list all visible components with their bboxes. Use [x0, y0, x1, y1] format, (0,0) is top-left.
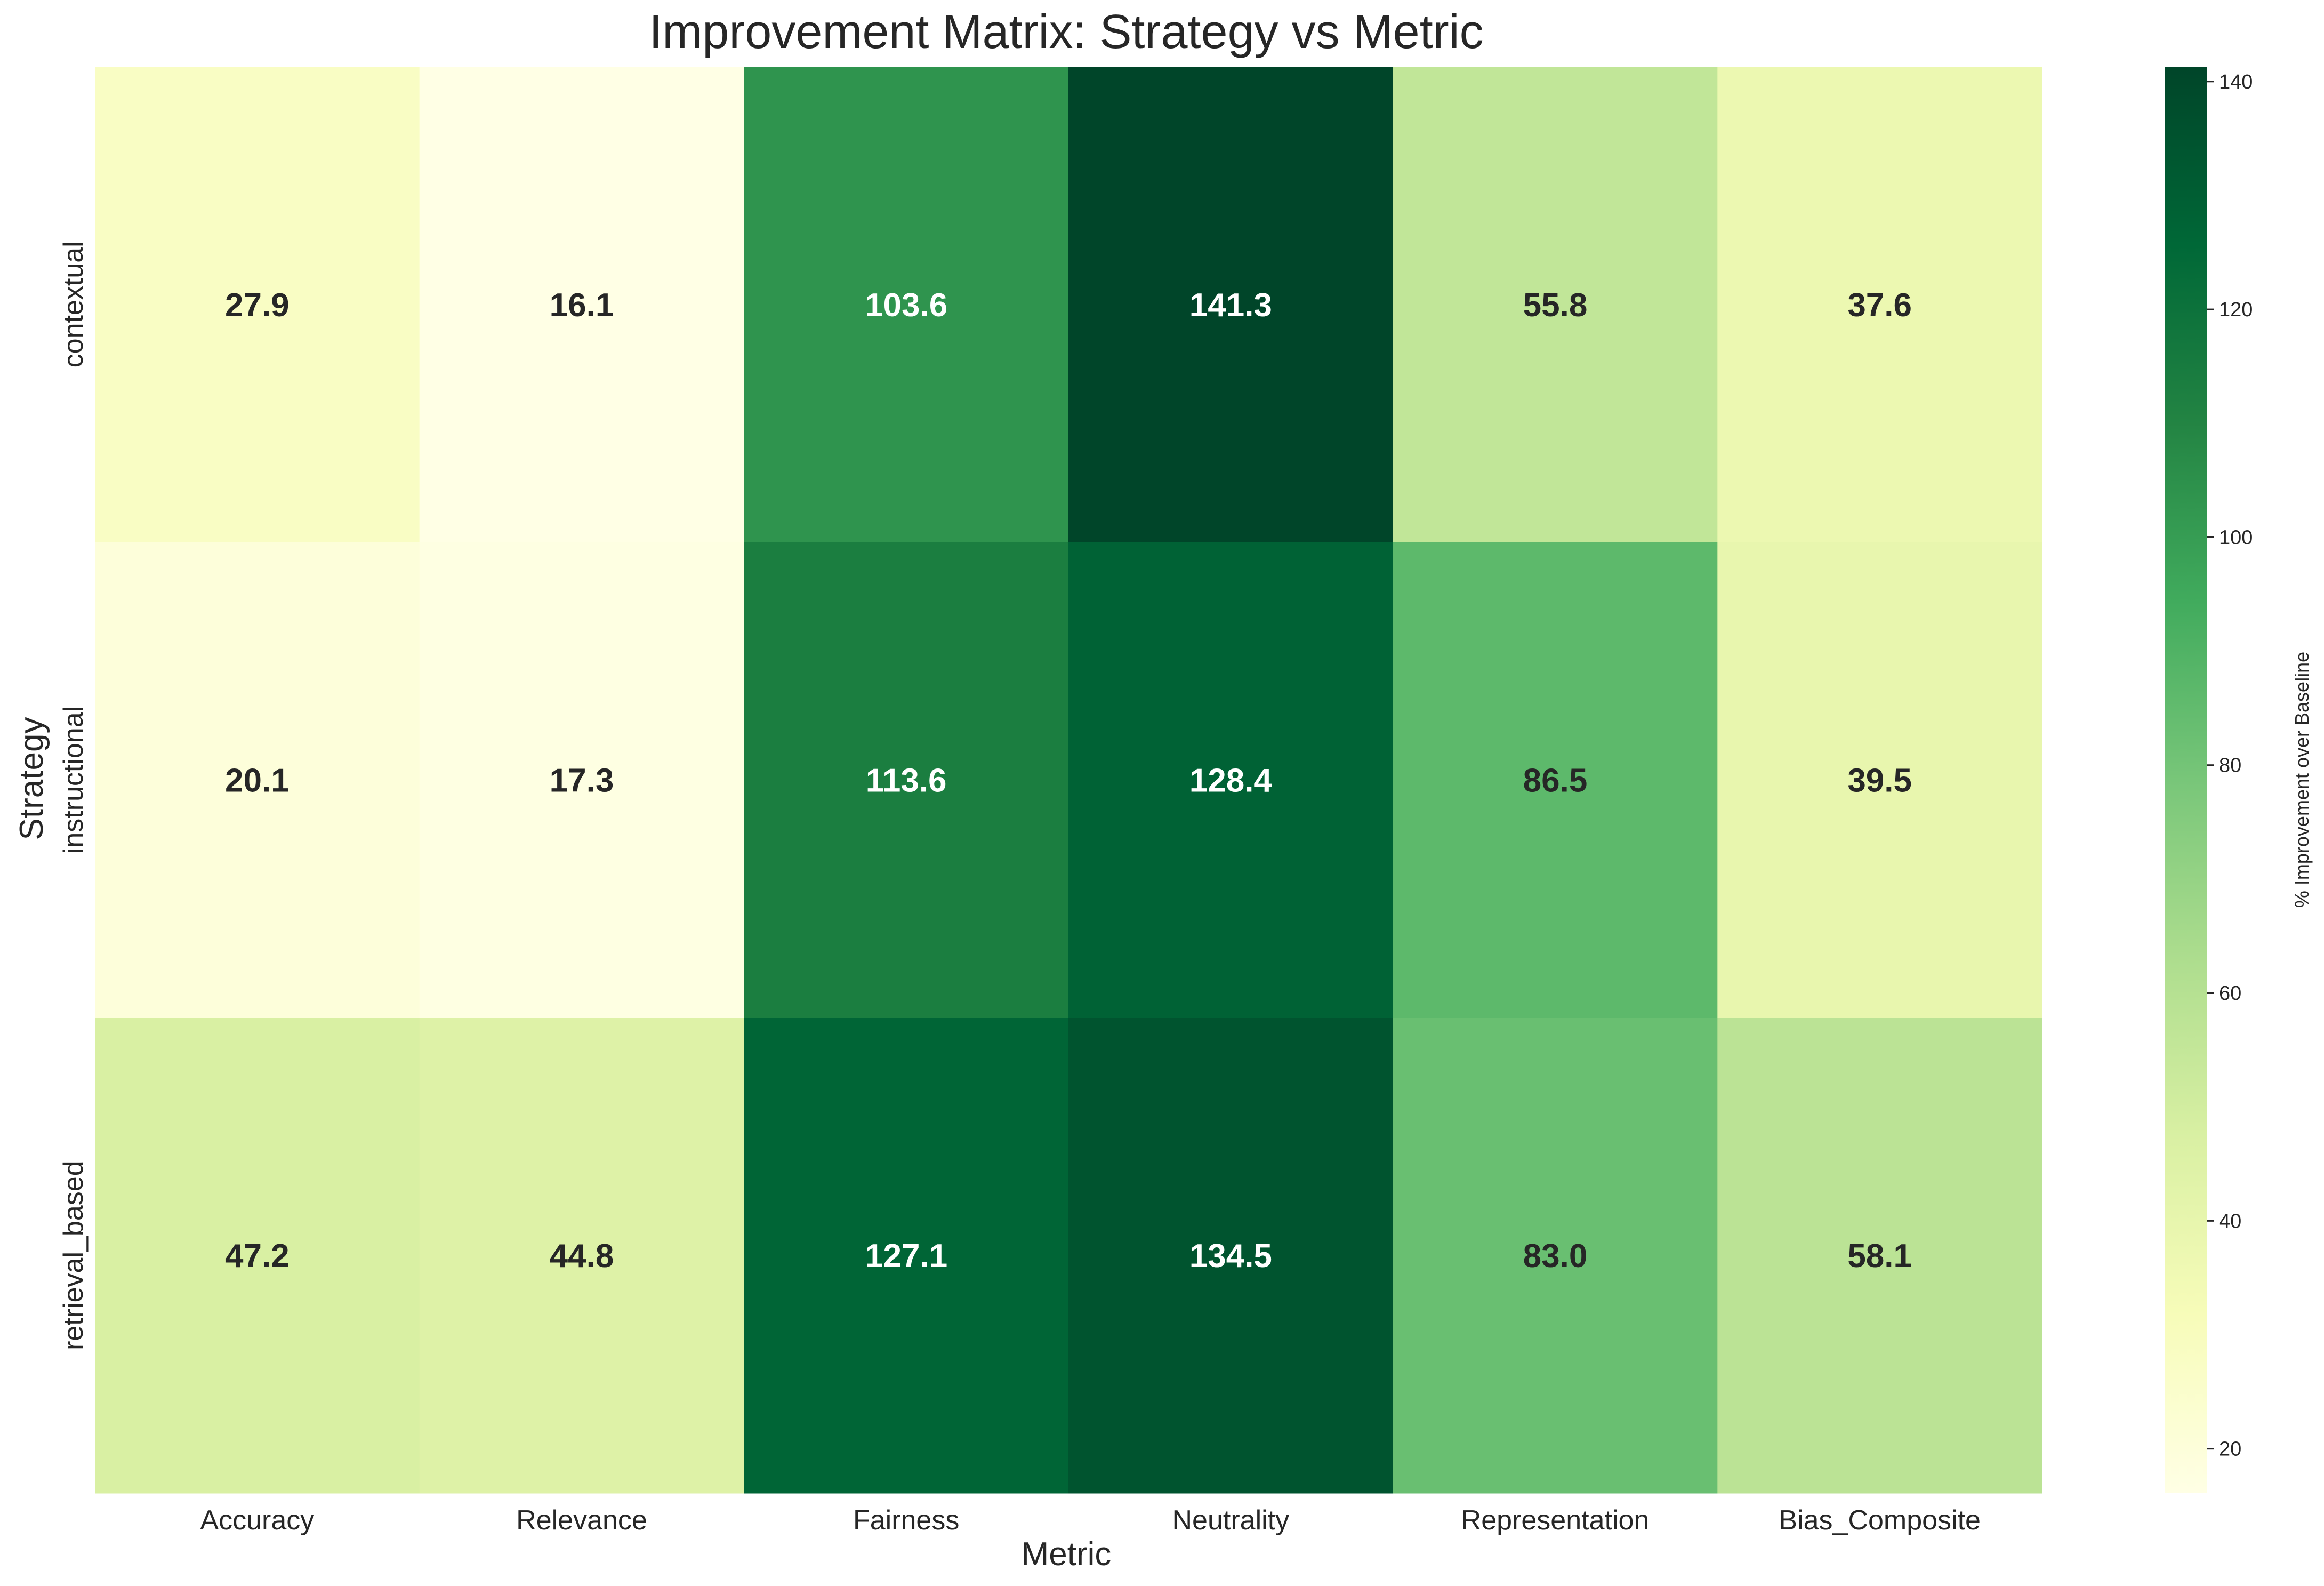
heatmap-cell: [1068, 1018, 1394, 1494]
x-tick-label: Representation: [1461, 1505, 1650, 1536]
cell-value-label: 20.1: [225, 763, 290, 799]
x-tick-label: Fairness: [853, 1505, 959, 1536]
heatmap-cell: [1717, 67, 2042, 543]
cell-value-label: 58.1: [1847, 1238, 1912, 1275]
cell-value-label: 37.6: [1847, 287, 1912, 324]
chart-title: Improvement Matrix: Strategy vs Metric: [649, 5, 1483, 59]
y-tick-label: contextual: [58, 241, 89, 367]
cell-value-label: 128.4: [1189, 763, 1273, 799]
x-tick-label: Neutrality: [1172, 1505, 1290, 1536]
heatmap-cell: [95, 542, 420, 1018]
colorbar-tick-label: 80: [2219, 755, 2241, 777]
heatmap-cell: [1393, 1018, 1718, 1494]
cell-value-label: 44.8: [550, 1238, 614, 1275]
cell-value-label: 27.9: [225, 287, 290, 324]
heatmap-cell: [1717, 542, 2042, 1018]
heatmap-cell: [95, 1018, 420, 1494]
colorbar-label: % Improvement over Baseline: [2291, 652, 2313, 908]
x-tick-label: Relevance: [516, 1505, 647, 1536]
x-axis-label: Metric: [1022, 1536, 1112, 1573]
cell-value-label: 113.6: [866, 763, 947, 799]
cell-value-label: 83.0: [1523, 1238, 1588, 1275]
heatmap-cell: [744, 542, 1069, 1018]
cell-value-label: 47.2: [225, 1238, 290, 1275]
heatmap-cell: [419, 542, 744, 1018]
heatmap-cell: [1393, 67, 1718, 543]
cell-value-label: 17.3: [550, 763, 614, 799]
heatmap-cell: [1068, 542, 1394, 1018]
colorbar-ticks: 20 40 60 80 100 120 140: [2207, 71, 2253, 1461]
heatmap-cells: 27.9 16.1 103.6 141.3 55.8 37.6 20.1 17.3 113.6 1…: [95, 67, 2042, 1494]
heatmap-cell: [419, 1018, 744, 1494]
colorbar-tick-label: 120: [2219, 299, 2253, 321]
heatmap-cell: [1393, 542, 1718, 1018]
x-tick-label: Accuracy: [200, 1505, 314, 1536]
cell-value-label: 127.1: [865, 1238, 947, 1275]
heatmap-cell: [1068, 67, 1394, 543]
colorbar-tick-label: 60: [2219, 982, 2241, 1005]
y-tick-label: retrieval_based: [58, 1160, 89, 1350]
colorbar-tick-label: 20: [2219, 1438, 2241, 1461]
colorbar: [2165, 67, 2207, 1493]
y-tick-label: instructional: [58, 706, 89, 854]
cell-value-label: 16.1: [550, 287, 614, 324]
x-tick-labels: Accuracy Relevance Fairness Neutrality Repre…: [200, 1505, 1981, 1536]
colorbar-tick-label: 40: [2219, 1210, 2241, 1232]
heatmap-cell: [419, 67, 744, 543]
colorbar-tick-label: 140: [2219, 71, 2253, 93]
y-axis-label: Strategy: [13, 717, 50, 840]
cell-value-label: 134.5: [1189, 1238, 1272, 1275]
heatmap-cell: [95, 67, 420, 543]
y-tick-labels: contextual instructional retrieval_based: [58, 241, 89, 1350]
cell-value-label: 55.8: [1523, 287, 1588, 324]
cell-value-label: 103.6: [865, 287, 947, 324]
cell-value-label: 86.5: [1523, 763, 1588, 799]
x-tick-label: Bias_Composite: [1779, 1505, 1981, 1536]
heatmap-cell: [744, 67, 1069, 543]
colorbar-tick-label: 100: [2219, 526, 2253, 549]
cell-value-label: 39.5: [1847, 763, 1912, 799]
heatmap-cell: [1717, 1018, 2042, 1494]
heatmap-cell: [744, 1018, 1069, 1494]
cell-value-label: 141.3: [1189, 287, 1272, 324]
